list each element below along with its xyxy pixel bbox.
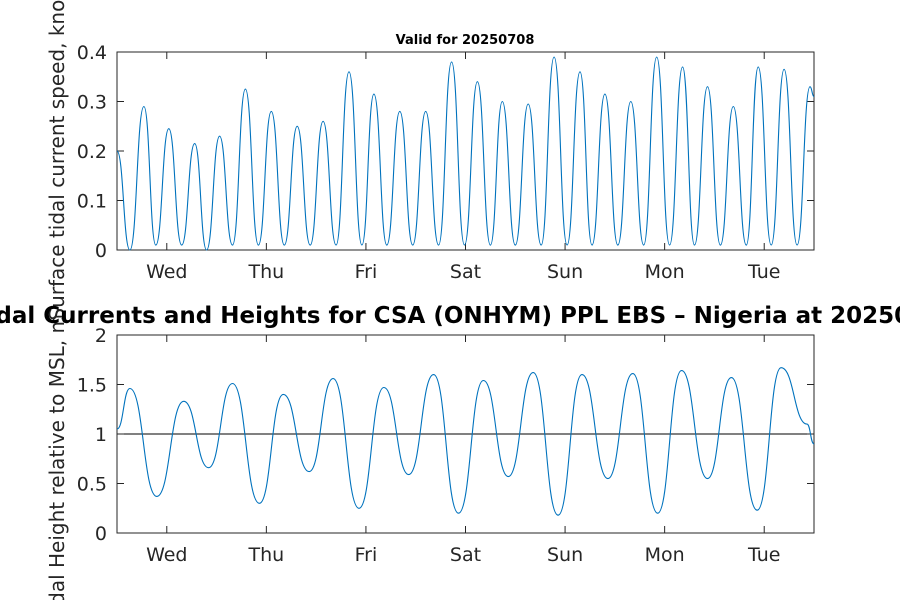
tidal-height-ytick-label: 0 xyxy=(95,523,107,545)
current-speed-axes xyxy=(116,51,815,251)
tidal-height-xtick-label: Sun xyxy=(547,544,583,566)
current-speed-xtick-label: Mon xyxy=(645,261,685,283)
tidal-height-xticks: Wed Thu Fri Sat Sun Mon Tue xyxy=(146,335,780,566)
tidal-height-xtick-label: Tue xyxy=(747,544,780,566)
current-speed-ytick-label: 0 xyxy=(95,240,107,262)
current-speed-xticks: Wed Thu Fri Sat Sun Mon Tue xyxy=(146,52,780,283)
tidal-height-ytick-label: 1 xyxy=(95,424,107,446)
tidal-height-xtick-label: Sat xyxy=(450,544,481,566)
tidal-height-panel: 0 0.5 1 1.5 2 Wed Thu Fri Sat Sun Mon Tue Tidal He… xyxy=(45,314,815,600)
current-speed-ytick-label: 0.3 xyxy=(77,92,107,114)
current-speed-yticks: 0 0.1 0.2 0.3 0.4 xyxy=(77,42,814,262)
current-speed-xtick-label: Fri xyxy=(355,261,378,283)
current-speed-line xyxy=(116,56,815,251)
current-speed-ytick-label: 0.1 xyxy=(77,191,107,213)
tidal-height-xtick-label: Mon xyxy=(645,544,685,566)
current-speed-ylabel: Surface tidal current speed, knots xyxy=(45,0,69,321)
current-speed-title: Valid for 20250708 xyxy=(396,33,535,48)
current-speed-xtick-label: Tue xyxy=(747,261,780,283)
tidal-height-ylabel: Tidal Height relative to MSL, m xyxy=(45,314,69,600)
current-speed-xtick-label: Wed xyxy=(146,261,187,283)
tidal-height-yticks: 0 0.5 1 1.5 2 xyxy=(77,325,814,545)
tidal-height-xtick-label: Fri xyxy=(355,544,378,566)
tidal-height-line xyxy=(116,367,815,516)
tidal-height-xtick-label: Wed xyxy=(146,544,187,566)
tidal-height-xtick-label: Thu xyxy=(248,544,285,566)
main-title: Tidal Currents and Heights for CSA (ONHY… xyxy=(0,303,900,329)
tidal-height-ytick-label: 2 xyxy=(95,325,107,347)
current-speed-ytick-label: 0.2 xyxy=(77,141,107,163)
current-speed-xtick-label: Sun xyxy=(547,261,583,283)
current-speed-xtick-label: Thu xyxy=(248,261,285,283)
tidal-height-ytick-label: 0.5 xyxy=(77,474,107,496)
tidal-height-ytick-label: 1.5 xyxy=(77,375,107,397)
current-speed-ytick-label: 0.4 xyxy=(77,42,107,64)
current-speed-xtick-label: Sat xyxy=(450,261,481,283)
current-speed-panel: 0 0.1 0.2 0.3 0.4 Wed Thu Fri Sat Sun Mon Tue Vali… xyxy=(45,0,815,321)
